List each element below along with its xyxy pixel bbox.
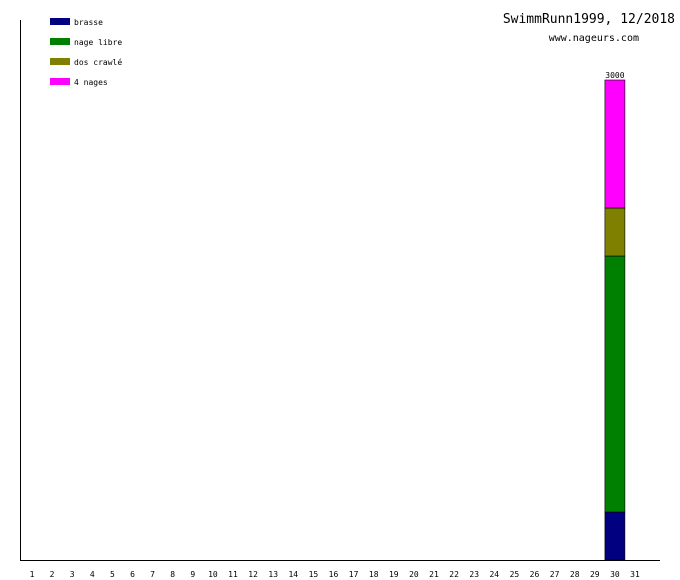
legend-label-0: brasse xyxy=(74,18,103,27)
legend-swatch-0 xyxy=(50,18,70,25)
x-tick-label: 13 xyxy=(268,570,278,579)
bar-30-0 xyxy=(604,511,626,561)
bars xyxy=(604,79,626,561)
legend-swatch-3 xyxy=(50,78,70,85)
x-tick-label: 28 xyxy=(570,570,580,579)
x-tick-label: 26 xyxy=(530,570,540,579)
x-tick-label: 21 xyxy=(429,570,439,579)
x-tick-label: 1 xyxy=(30,570,35,579)
bar-totals: 3000 xyxy=(605,71,624,80)
x-tick-label: 19 xyxy=(389,570,399,579)
x-tick-label: 24 xyxy=(489,570,499,579)
x-tick-label: 29 xyxy=(590,570,600,579)
chart-subtitle: www.nageurs.com xyxy=(549,33,639,44)
x-tick-label: 16 xyxy=(329,570,339,579)
x-tick-label: 27 xyxy=(550,570,560,579)
x-tick-labels: 1 2 3 4 5 6 7 8 9 10 11 12 13 14 15 16 17 18 19 20 21 22 23 24 2… xyxy=(30,570,640,579)
x-tick-label: 10 xyxy=(208,570,218,579)
x-tick-label: 5 xyxy=(110,570,115,579)
x-tick-label: 18 xyxy=(369,570,379,579)
x-tick-label: 25 xyxy=(510,570,520,579)
bar-30-2 xyxy=(604,207,626,257)
x-tick-label: 22 xyxy=(449,570,459,579)
x-tick-label: 9 xyxy=(190,570,195,579)
legend-label-3: 4 nages xyxy=(74,78,108,87)
x-tick-label: 2 xyxy=(50,570,55,579)
chart-title: SwimmRunn1999, 12/2018 xyxy=(503,12,675,27)
x-tick-label: 6 xyxy=(130,570,135,579)
x-tick-label: 7 xyxy=(150,570,155,579)
bar-total-label: 3000 xyxy=(605,71,624,80)
x-tick-label: 3 xyxy=(70,570,75,579)
x-tick-label: 20 xyxy=(409,570,419,579)
x-tick-label: 15 xyxy=(309,570,319,579)
x-tick-label: 17 xyxy=(349,570,359,579)
legend: brasse nage libre dos crawlé 4 nages xyxy=(50,18,122,87)
x-tick-label: 23 xyxy=(469,570,479,579)
legend-swatch-1 xyxy=(50,38,70,45)
x-tick-label: 30 xyxy=(610,570,620,579)
legend-swatch-2 xyxy=(50,58,70,65)
bar-30-1 xyxy=(604,255,626,513)
legend-label-1: nage libre xyxy=(74,38,122,47)
x-tick-label: 4 xyxy=(90,570,95,579)
x-tick-label: 8 xyxy=(170,570,175,579)
legend-label-2: dos crawlé xyxy=(74,57,122,67)
x-tick-label: 31 xyxy=(630,570,640,579)
x-tick-label: 14 xyxy=(288,570,298,579)
x-tick-label: 11 xyxy=(228,570,238,579)
x-tick-label: 12 xyxy=(248,570,258,579)
bar-30-3 xyxy=(604,79,626,209)
